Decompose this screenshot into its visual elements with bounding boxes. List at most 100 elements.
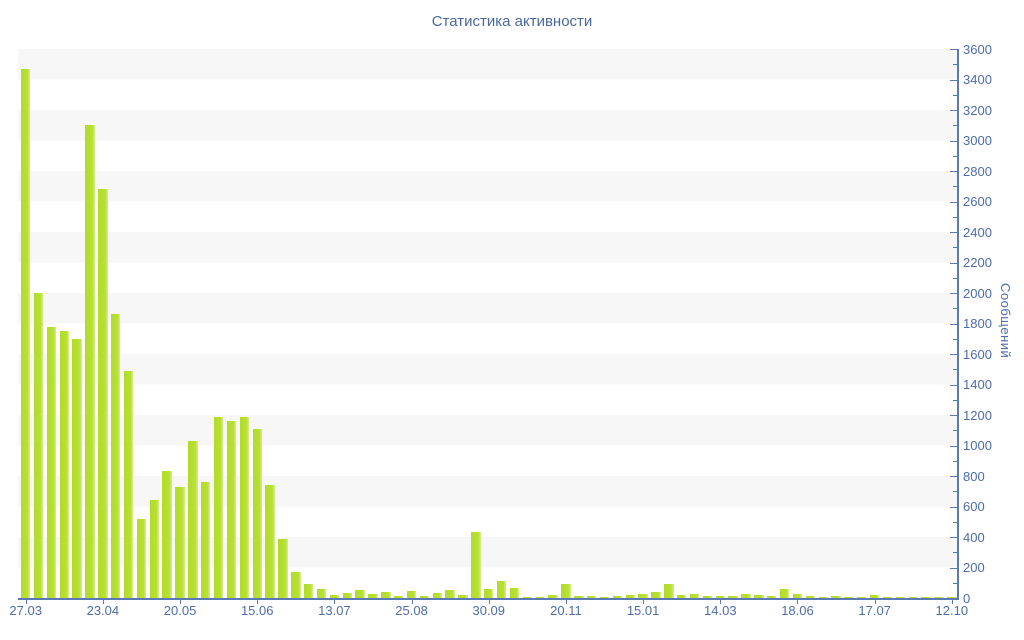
y-tick-label: 1400 <box>963 377 992 392</box>
y-axis-tick <box>953 582 957 584</box>
y-axis-tick <box>953 552 957 554</box>
x-axis-tick <box>257 600 259 604</box>
bar <box>175 486 185 598</box>
bar <box>123 370 134 598</box>
y-axis-tick <box>950 445 957 447</box>
y-tick-label: 600 <box>963 499 985 514</box>
bar <box>252 428 262 598</box>
y-axis-title: Сообщений <box>998 283 1013 359</box>
x-tick-label: 20.11 <box>550 603 582 618</box>
chart-title: Статистика активности <box>431 13 593 30</box>
y-axis-tick <box>953 64 957 66</box>
x-axis-tick <box>25 600 27 604</box>
y-axis-tick <box>953 338 957 340</box>
bar <box>805 596 816 598</box>
bar <box>638 594 648 598</box>
plot-area <box>18 49 959 600</box>
y-axis-tick <box>950 140 957 142</box>
y-axis-tick <box>953 491 957 493</box>
bar <box>291 572 301 598</box>
y-axis-tick <box>953 247 957 249</box>
y-axis-tick <box>953 308 957 310</box>
bar <box>882 596 893 598</box>
y-tick-label: 200 <box>963 560 985 575</box>
y-axis-tick <box>953 399 957 401</box>
bar <box>21 68 31 598</box>
x-tick-label: 14.03 <box>704 603 737 618</box>
bar <box>934 596 944 598</box>
bar <box>458 594 468 598</box>
y-tick-label: 2000 <box>963 285 992 301</box>
y-axis-tick <box>950 384 957 386</box>
bar <box>857 596 867 598</box>
bar <box>445 590 455 598</box>
bar <box>715 596 725 598</box>
bar <box>677 594 687 598</box>
y-tick-label: 400 <box>963 529 985 545</box>
bar <box>355 590 365 598</box>
y-axis-tick <box>950 598 957 599</box>
bar <box>561 584 571 598</box>
bar <box>98 189 108 598</box>
y-tick-label: 3200 <box>963 102 992 118</box>
bar <box>72 338 82 598</box>
x-tick-label: 18.06 <box>781 603 814 618</box>
bar <box>612 596 623 598</box>
y-tick-label: 0 <box>963 590 971 606</box>
y-axis-tick <box>950 415 957 416</box>
bar <box>869 595 880 598</box>
y-axis-tick <box>953 521 957 523</box>
bar <box>792 594 803 598</box>
bar <box>599 596 610 598</box>
bar <box>213 416 224 598</box>
x-axis-tick <box>334 600 336 604</box>
y-axis-tick <box>950 293 957 294</box>
x-tick-label: 12.10 <box>935 603 969 618</box>
y-axis-tick <box>950 506 957 508</box>
x-axis-tick <box>565 600 567 604</box>
y-axis-tick <box>950 476 957 477</box>
y-axis-tick <box>953 369 957 371</box>
y-axis-tick <box>950 232 957 233</box>
bar <box>188 440 198 598</box>
x-axis-tick <box>643 600 645 604</box>
bar <box>111 314 121 598</box>
bar <box>239 416 250 598</box>
y-tick-label: 800 <box>963 468 985 484</box>
bar <box>535 597 545 598</box>
bar <box>278 538 288 598</box>
y-tick-label: 1200 <box>963 407 992 423</box>
x-axis-tick <box>874 600 876 604</box>
bar <box>651 591 661 598</box>
x-tick-label: 25.08 <box>395 603 428 618</box>
y-tick-label: 1000 <box>963 438 992 453</box>
y-axis-tick <box>950 567 957 569</box>
y-tick-label: 3400 <box>963 72 992 87</box>
bar <box>226 421 237 598</box>
y-axis-tick <box>950 110 957 111</box>
y-axis-tick <box>953 216 957 218</box>
bar <box>921 597 931 598</box>
y-axis-tick <box>950 79 957 81</box>
bar <box>664 584 674 598</box>
bar <box>741 594 751 598</box>
bar <box>432 592 442 598</box>
bar <box>947 597 957 598</box>
x-tick-label: 15.06 <box>240 603 274 618</box>
bar <box>381 591 391 598</box>
bar <box>522 597 533 598</box>
bar <box>702 596 713 598</box>
bar <box>484 588 494 598</box>
bar <box>59 331 69 598</box>
y-axis-tick <box>953 94 957 96</box>
y-tick-label: 3600 <box>963 41 992 57</box>
bar <box>689 594 700 598</box>
bar <box>767 596 777 598</box>
y-axis-tick <box>953 460 957 462</box>
x-tick-label: 30.09 <box>472 603 506 618</box>
bar <box>303 584 314 598</box>
y-tick-label: 2400 <box>963 224 992 240</box>
y-tick-label: 1800 <box>963 316 992 331</box>
bar <box>509 588 520 598</box>
